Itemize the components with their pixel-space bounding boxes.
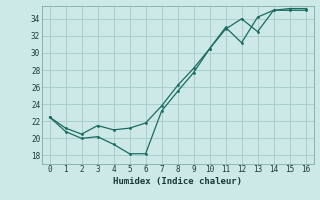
X-axis label: Humidex (Indice chaleur): Humidex (Indice chaleur) [113, 177, 242, 186]
